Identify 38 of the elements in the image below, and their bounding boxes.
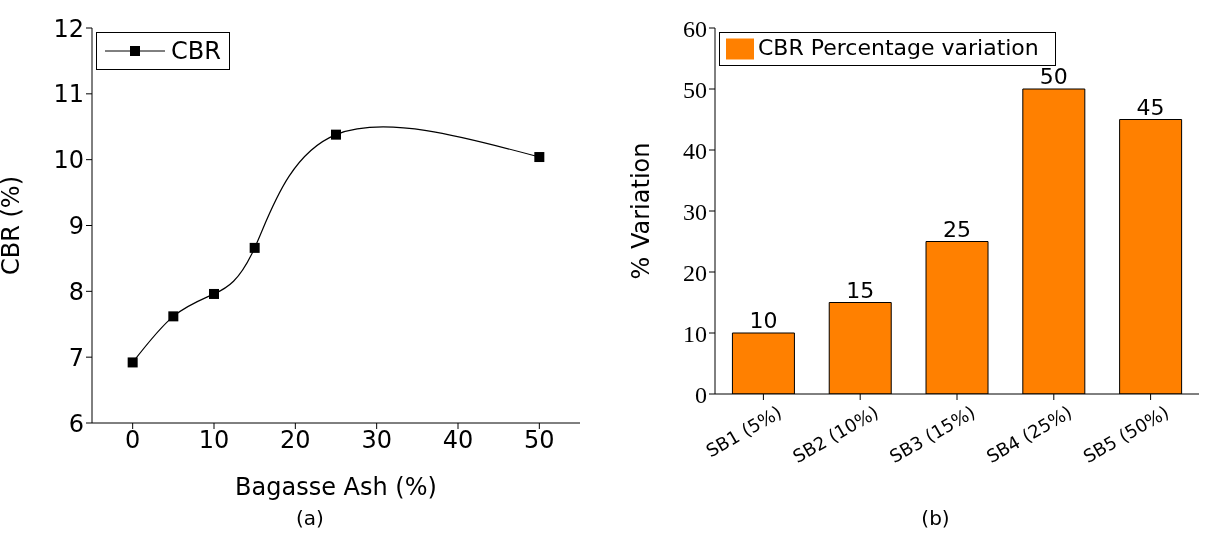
point xyxy=(249,242,260,253)
point xyxy=(127,357,138,368)
point xyxy=(331,129,341,140)
y-tick-label: 6 xyxy=(68,409,84,438)
y-tick-label: 0 xyxy=(695,381,707,408)
legend-label: CBR xyxy=(171,37,221,65)
y-tick-label: 8 xyxy=(68,277,84,306)
data-label: 15 xyxy=(846,277,875,303)
data-label: 50 xyxy=(1039,64,1068,89)
y-tick-label: 10 xyxy=(53,146,84,175)
point xyxy=(168,311,179,322)
data-label: 45 xyxy=(1136,94,1165,120)
y-tick-label: 60 xyxy=(683,15,707,42)
y-tick-label: 10 xyxy=(683,320,707,347)
text: (b) xyxy=(920,506,951,530)
y-tick-label: 30 xyxy=(683,198,707,225)
x-tick-label: 40 xyxy=(442,426,474,455)
text: (a) xyxy=(295,506,325,530)
y-axis-title: % Variation xyxy=(626,142,655,280)
x-tick-label: 50 xyxy=(524,426,555,455)
data-label: 25 xyxy=(943,216,972,242)
x-tick-label: 0 xyxy=(125,426,141,455)
x-tick-label: 10 xyxy=(198,426,230,455)
x-tick-label: 20 xyxy=(280,426,311,455)
point xyxy=(534,152,545,163)
x-tick-label: 30 xyxy=(361,426,392,455)
y-tick-label: 7 xyxy=(68,343,84,372)
x-axis-title: Bagasse Ash (%) xyxy=(235,473,437,501)
point xyxy=(209,288,219,299)
y-tick-label: 50 xyxy=(683,76,707,103)
y-axis-title: CBR (%) xyxy=(0,175,25,276)
legend-label: CBR Percentage variation xyxy=(758,35,1039,60)
y-tick-label: 12 xyxy=(53,14,84,43)
data-label: 10 xyxy=(749,308,778,333)
y-tick-label: 9 xyxy=(68,212,84,241)
y-tick-label: 40 xyxy=(683,137,707,164)
y-tick-label: 20 xyxy=(683,259,707,286)
y-tick-label: 11 xyxy=(53,80,84,109)
